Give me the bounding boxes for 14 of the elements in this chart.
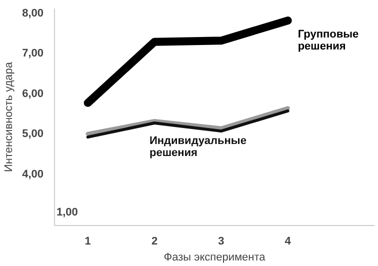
series-label: Индивидуальные решения bbox=[150, 135, 246, 160]
y-tick-label: 8,00 bbox=[22, 8, 44, 20]
y-tick-label: 7,00 bbox=[22, 48, 44, 60]
y-axis-title: Интенсивность удара bbox=[3, 61, 16, 172]
x-tick-label: 2 bbox=[151, 236, 158, 248]
series-label: Групповые решения bbox=[298, 28, 359, 53]
annotation: 1,00 bbox=[56, 206, 78, 218]
y-tick-label: 6,00 bbox=[22, 88, 44, 100]
y-tick-label: 4,00 bbox=[22, 168, 44, 180]
x-tick-label: 4 bbox=[284, 236, 292, 248]
x-axis-title: Фазы эксперимента bbox=[164, 252, 266, 264]
y-tick-label: 5,00 bbox=[22, 128, 44, 140]
x-tick-label: 3 bbox=[218, 236, 224, 248]
x-tick-label: 1 bbox=[84, 236, 91, 248]
